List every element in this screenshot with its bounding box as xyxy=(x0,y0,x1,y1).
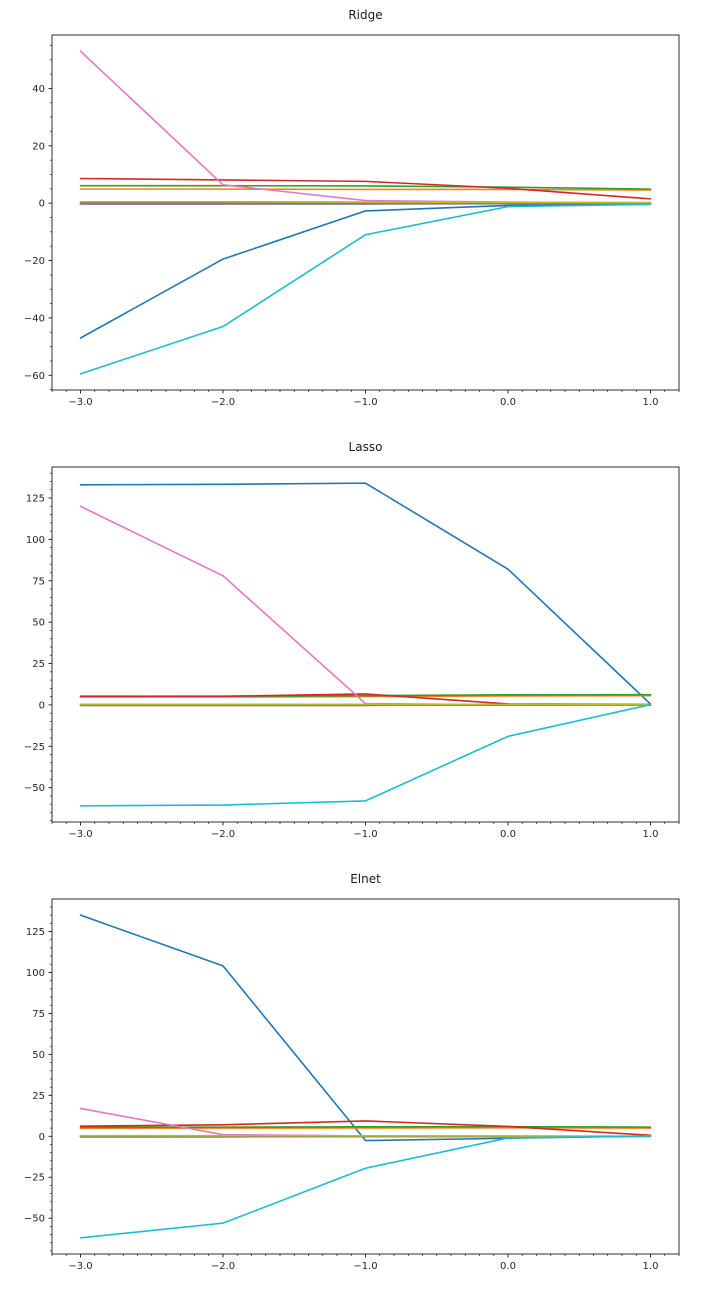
x-tick-label: 1.0 xyxy=(643,397,659,408)
series-line-coef-pink xyxy=(79,1107,652,1138)
y-tick-label: 40 xyxy=(32,84,45,95)
y-tick-label: −20 xyxy=(24,256,45,267)
y-tick-label: −25 xyxy=(24,742,45,753)
series-line-coef-green xyxy=(79,1125,652,1129)
plot-frame xyxy=(51,466,680,823)
x-tick-label: 0.0 xyxy=(500,1261,516,1272)
series-line-coef-green xyxy=(79,184,652,190)
plot-frame xyxy=(51,898,680,1255)
y-tick-label: 50 xyxy=(32,1050,45,1061)
chart-title-ridge: Ridge xyxy=(348,8,383,22)
series-line-coef-olive xyxy=(79,200,652,204)
series-line-coef-red xyxy=(79,177,652,200)
y-tick-label: 75 xyxy=(32,1009,45,1020)
y-tick-label: −50 xyxy=(24,1214,45,1225)
x-tick-label: −1.0 xyxy=(353,397,377,408)
x-tick-label: −3.0 xyxy=(68,829,92,840)
x-tick-label: −1.0 xyxy=(353,829,377,840)
series-line-coef-pink xyxy=(79,505,652,706)
x-tick-label: −2.0 xyxy=(211,1261,235,1272)
y-tick-label: −25 xyxy=(24,1173,45,1184)
plot-canvas-lasso: −3.0 −2.0 −1.0 0.0 1.0 −50 −25 0 25 50 75 100 125 xyxy=(24,466,680,840)
x-tick-label: 0.0 xyxy=(500,829,516,840)
plot-canvas-ridge: −3.0 −2.0 −1.0 0.0 1.0 −60 −40 −20 0 20 40 xyxy=(24,34,680,408)
x-tick-label: 0.0 xyxy=(500,397,516,408)
y-tick-label: 50 xyxy=(32,618,45,629)
series-line-coef-cyan xyxy=(79,1135,652,1239)
chart-elnet: Elnet −3.0 −2.0 −1.0 0.0 1.0 −50 −25 0 25 50 75 100… xyxy=(0,864,702,1296)
y-tick-label: 25 xyxy=(32,659,45,670)
chart-ridge: Ridge −3.0 −2.0 −1.0 0.0 1.0 −60 −40 −20 0 20 40 xyxy=(0,0,702,432)
x-tick-label: 1.0 xyxy=(643,829,659,840)
chart-title-lasso: Lasso xyxy=(348,440,383,454)
y-tick-label: 125 xyxy=(26,494,45,505)
series-line-coef-blue xyxy=(79,914,652,1142)
x-tick-label: −2.0 xyxy=(211,397,235,408)
y-tick-label: 125 xyxy=(26,927,45,938)
x-tick-label: −3.0 xyxy=(68,397,92,408)
y-tick-label: 100 xyxy=(26,535,45,546)
series-line-coef-blue xyxy=(79,482,652,705)
series-line-coef-cyan xyxy=(79,703,652,807)
chart-title-elnet: Elnet xyxy=(350,872,381,886)
series-line-coef-orange xyxy=(79,188,652,191)
x-tick-label: −1.0 xyxy=(353,1261,377,1272)
y-tick-label: −50 xyxy=(24,783,45,794)
y-tick-label: 25 xyxy=(32,1091,45,1102)
y-tick-label: 0 xyxy=(39,1132,45,1143)
y-tick-label: 75 xyxy=(32,576,45,587)
plot-canvas-elnet: −3.0 −2.0 −1.0 0.0 1.0 −50 −25 0 25 50 75 100 125 xyxy=(24,898,680,1272)
plot-frame xyxy=(51,34,680,391)
x-tick-label: −2.0 xyxy=(211,829,235,840)
y-tick-label: −60 xyxy=(24,371,45,382)
series-line-coef-blue xyxy=(79,203,652,339)
y-tick-label: 0 xyxy=(39,199,45,210)
y-tick-label: 100 xyxy=(26,968,45,979)
y-tick-label: 20 xyxy=(32,141,45,152)
chart-lasso: Lasso −3.0 −2.0 −1.0 0.0 1.0 −50 −25 0 25 50 75 100… xyxy=(0,432,702,864)
x-tick-label: 1.0 xyxy=(643,1261,659,1272)
y-tick-label: −40 xyxy=(24,313,45,324)
x-tick-label: −3.0 xyxy=(68,1261,92,1272)
series-line-coef-cyan xyxy=(79,203,652,375)
y-tick-label: 0 xyxy=(39,700,45,711)
